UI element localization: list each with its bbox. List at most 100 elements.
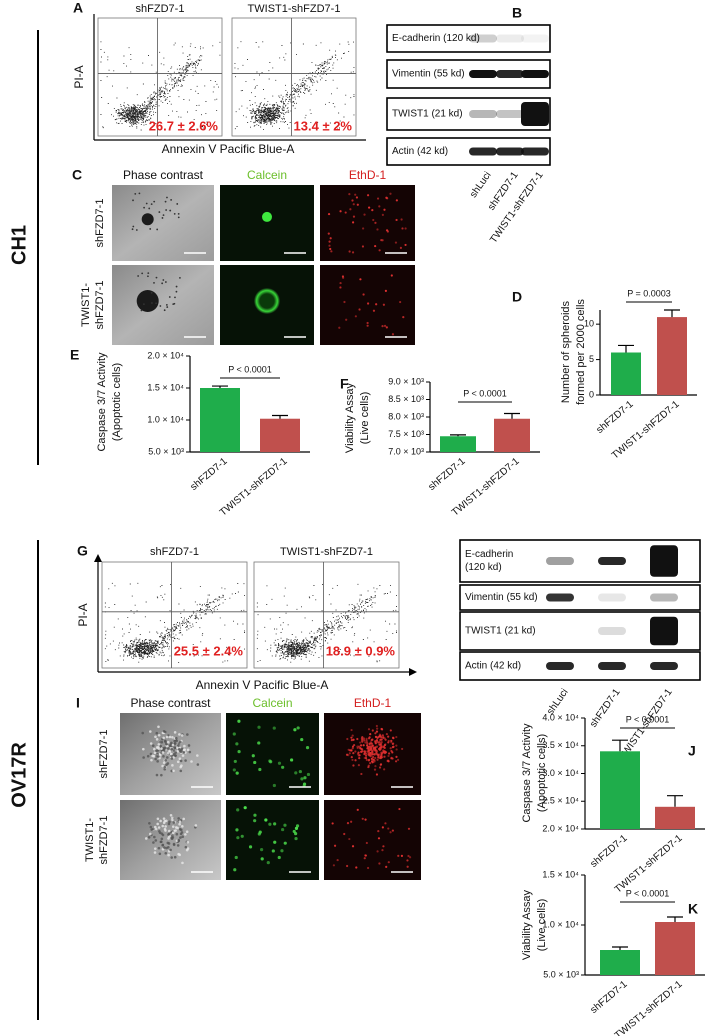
blot-band — [521, 34, 549, 43]
cell — [162, 279, 165, 281]
column-header: Calcein — [252, 696, 292, 710]
scatter-cloud — [256, 583, 397, 663]
cell — [160, 832, 164, 835]
panel-label: A — [73, 0, 83, 16]
blot-band — [521, 102, 549, 126]
cell — [377, 753, 381, 756]
error-bar — [450, 434, 466, 437]
x-tick-label: shFZD7-1 — [427, 456, 468, 493]
cell — [154, 839, 158, 842]
cell — [389, 192, 392, 195]
cell — [166, 740, 170, 744]
cell — [163, 846, 166, 849]
cell — [159, 819, 162, 823]
lane-label: shLuci — [468, 170, 494, 200]
cell — [383, 744, 387, 747]
cell — [179, 836, 182, 839]
cell — [292, 829, 296, 834]
cell — [382, 749, 385, 752]
cell — [182, 750, 186, 754]
cell — [390, 756, 393, 759]
cell — [374, 746, 377, 749]
cell — [157, 826, 161, 829]
cell — [290, 758, 294, 762]
cell — [399, 246, 403, 249]
cell — [153, 851, 157, 854]
cell — [171, 816, 174, 820]
blot-band — [469, 110, 497, 118]
cell — [154, 827, 158, 831]
cell — [181, 835, 184, 839]
cell — [358, 754, 361, 757]
cell — [361, 736, 364, 739]
cell — [153, 825, 157, 829]
row-label: shFZD7-1 — [94, 199, 106, 248]
cell — [176, 760, 180, 764]
cell — [351, 758, 354, 762]
cell — [294, 826, 299, 830]
blot-band — [496, 70, 524, 78]
cell — [398, 807, 401, 811]
cell — [149, 730, 152, 733]
cell — [172, 749, 176, 752]
cell — [394, 241, 398, 244]
cell — [373, 759, 376, 762]
cell — [384, 289, 387, 292]
cell — [395, 744, 398, 747]
axis-label: Number of spheroids — [560, 300, 572, 403]
cell — [159, 740, 162, 744]
cell — [401, 227, 404, 230]
cell — [372, 748, 375, 751]
cell — [339, 286, 342, 289]
cell — [359, 746, 362, 750]
cell — [373, 768, 377, 771]
blot-label: TWIST1 (21 kd) — [392, 109, 463, 120]
cell — [383, 768, 386, 771]
cell — [253, 813, 257, 817]
cell — [336, 858, 339, 862]
bar — [657, 317, 687, 395]
cell — [331, 822, 334, 825]
cell — [355, 196, 359, 199]
bar — [260, 418, 300, 452]
cell — [348, 250, 351, 253]
cell — [167, 833, 170, 836]
cell — [378, 249, 381, 252]
cell — [390, 274, 393, 277]
cell — [150, 203, 153, 206]
cell — [164, 281, 167, 283]
cell — [356, 746, 359, 750]
cell — [178, 822, 181, 826]
cell — [371, 751, 374, 754]
cell — [348, 752, 351, 755]
cell — [170, 836, 174, 840]
cell — [176, 844, 180, 847]
cell — [161, 217, 164, 219]
cell — [351, 221, 355, 224]
cell — [236, 808, 240, 812]
cell — [330, 250, 333, 253]
cell — [377, 837, 381, 840]
cell — [360, 739, 364, 742]
cell — [181, 754, 185, 757]
cell — [149, 752, 153, 756]
cell — [143, 303, 145, 306]
plot-title: shFZD7-1 — [150, 546, 199, 558]
bar — [600, 751, 640, 829]
cell — [174, 829, 177, 832]
cell — [161, 764, 164, 768]
cell — [143, 206, 145, 209]
cell — [379, 748, 382, 751]
cell — [161, 824, 165, 828]
cell-line: OV17R — [8, 742, 30, 808]
panel-label: F — [340, 376, 349, 392]
cell — [156, 760, 159, 763]
cell — [172, 821, 176, 824]
y-tick-label: 5 — [589, 354, 594, 364]
cell — [158, 829, 161, 833]
cell — [302, 782, 307, 786]
cell — [174, 826, 178, 829]
cell — [165, 756, 169, 759]
cell — [375, 303, 378, 306]
cell — [368, 745, 371, 748]
